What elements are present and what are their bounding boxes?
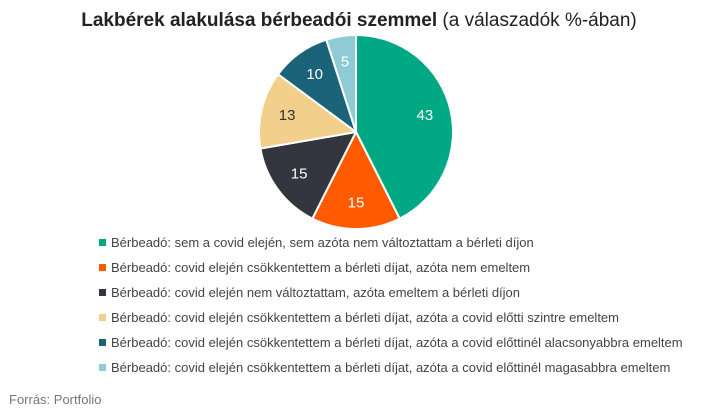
pie-slice-6 [325,34,357,133]
legend-item: Bérbeadó: sem a covid elején, sem azóta … [99,233,709,258]
legend-swatch [99,239,106,246]
pie-slice-value-label: 13 [279,107,296,124]
pie-slice-2 [311,131,401,230]
legend-swatch [99,264,106,271]
pie-slice-1 [355,34,454,220]
chart-title: Lakbérek alakulása bérbeadói szemmel (a … [0,10,718,32]
legend-label: Bérbeadó: covid elején nem változtattam,… [111,285,521,300]
legend-swatch [99,339,106,346]
pie-slice-value-label: 43 [417,107,434,124]
legend-label: Bérbeadó: sem a covid elején, sem azóta … [111,235,534,250]
legend-label: Bérbeadó: covid elején csökkentettem a b… [111,260,531,275]
chart-legend: Bérbeadó: sem a covid elején, sem azóta … [99,233,709,383]
legend-label: Bérbeadó: covid elején csökkentettem a b… [111,335,683,350]
legend-label: Bérbeadó: covid elején csökkentettem a b… [111,360,671,375]
legend-swatch [99,364,106,371]
pie-slice-value-label: 15 [291,166,308,183]
legend-label: Bérbeadó: covid elején csökkentettem a b… [111,310,619,325]
pie-slice-value-label: 15 [348,194,365,211]
legend-item: Bérbeadó: covid elején csökkentettem a b… [99,358,709,383]
legend-item: Bérbeadó: covid elején csökkentettem a b… [99,258,709,283]
chart-title-main: Lakbérek alakulása bérbeadói szemmel [81,10,438,31]
legend-item: Bérbeadó: covid elején csökkentettem a b… [99,308,709,333]
pie-slice-3 [259,131,357,220]
legend-item: Bérbeadó: covid elején nem változtattam,… [99,283,709,308]
legend-swatch [99,289,106,296]
legend-swatch [99,314,106,321]
pie-slice-4 [258,73,357,150]
pie-chart: 43 15 15 13 10 5 [258,34,454,230]
chart-title-subtitle: (a válaszadók %-ában) [437,10,637,31]
legend-item: Bérbeadó: covid elején csökkentettem a b… [99,333,709,358]
pie-slice-value-label: 10 [306,66,323,83]
source-note: Forrás: Portfolio [9,392,102,407]
pie-slice-value-label: 5 [341,54,349,71]
